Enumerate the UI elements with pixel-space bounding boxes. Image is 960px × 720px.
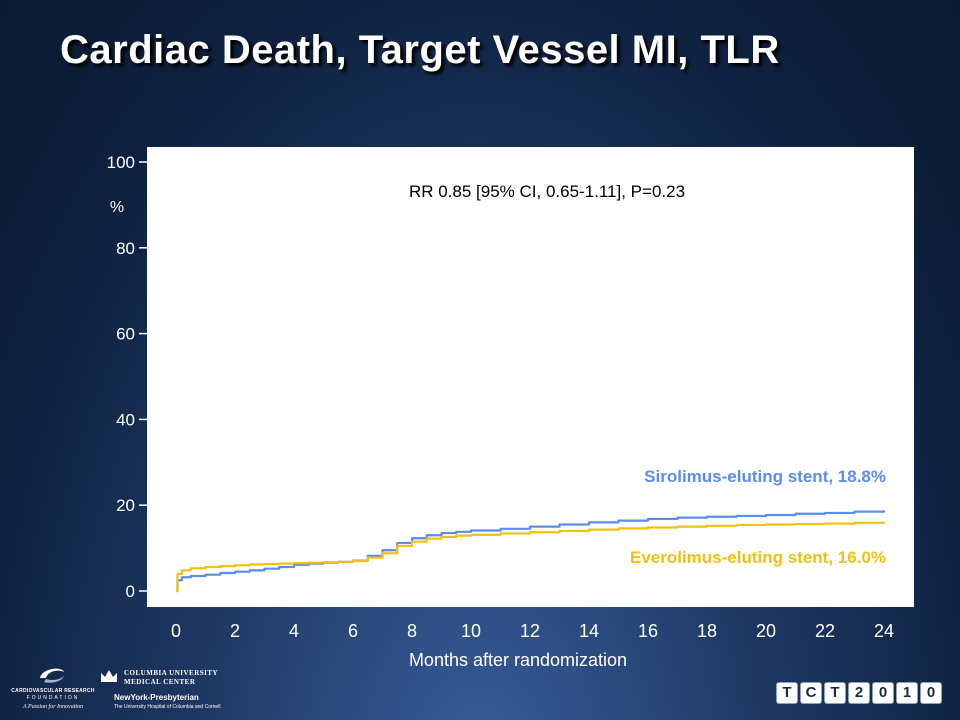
x-tick-label: 12 [520, 621, 540, 641]
tct-logo-letter: C [800, 682, 822, 704]
crf-logo-text-2: FOUNDATION [26, 695, 80, 701]
y-tick-label: 40 [116, 410, 135, 429]
crf-logo-text: CARDIOVASCULAR RESEARCH [11, 688, 95, 694]
columbia-logo-text: COLUMBIA UNIVERSITY [124, 669, 219, 677]
x-axis: 0 2 4 6 8 10 12 14 16 18 20 22 24 [171, 621, 894, 641]
series-label-sirolimus: Sirolimus-eluting stent, 18.8% [644, 467, 886, 486]
y-tick-label: 20 [116, 496, 135, 515]
tct-logo-letter: 0 [920, 682, 942, 704]
tct-logo-letter: 1 [896, 682, 918, 704]
footer-logos: CARDIOVASCULAR RESEARCH FOUNDATION A Pas… [0, 660, 960, 720]
x-tick-label: 14 [579, 621, 599, 641]
x-tick-label: 18 [697, 621, 717, 641]
tct-logo-letter: T [824, 682, 846, 704]
x-tick-label: 10 [461, 621, 481, 641]
tct2010-logo: T C T 2 0 1 0 [776, 682, 942, 704]
x-tick-label: 20 [756, 621, 776, 641]
crown-icon [101, 670, 117, 682]
crf-swirl-icon [40, 668, 64, 683]
x-tick-label: 8 [407, 621, 417, 641]
x-axis-label: Months after randomization [409, 650, 627, 670]
nyp-logo-text: NewYork-Presbyterian [114, 693, 199, 702]
y-tick-label: 80 [116, 239, 135, 258]
columbia-logo-text-2: MEDICAL CENTER [124, 678, 196, 686]
y-tick-label: 60 [116, 325, 135, 344]
y-tick-label: 0 [126, 582, 135, 601]
series-layer [176, 510, 886, 593]
y-axis: 0 20 40 60 80 100 [107, 153, 147, 601]
x-tick-label: 0 [171, 621, 181, 641]
ci-annotation: RR 0.85 [95% CI, 0.65-1.11], P=0.23 [409, 182, 685, 201]
x-tick-label: 2 [230, 621, 240, 641]
tct-logo-letter: T [776, 682, 798, 704]
tct-logo-letter: 0 [872, 682, 894, 704]
crf-logo-tagline: A Passion for Innovation [22, 704, 84, 710]
x-tick-label: 4 [289, 621, 299, 641]
x-tick-label: 6 [348, 621, 358, 641]
y-axis-label: % [110, 199, 124, 216]
x-tick-label: 22 [815, 621, 835, 641]
x-tick-label: 16 [638, 621, 658, 641]
tct-logo-letter: 2 [848, 682, 870, 704]
page-title: Cardiac Death, Target Vessel MI, TLR [60, 28, 780, 72]
plot-area [147, 147, 914, 607]
series-line-everolimus [176, 521, 886, 593]
x-tick-label: 24 [874, 621, 894, 641]
series-line-sirolimus [176, 510, 886, 593]
columbia-nyp-logo: COLUMBIA UNIVERSITY MEDICAL CENTER NewYo… [100, 666, 240, 716]
y-tick-label: 100 [107, 153, 135, 172]
crf-logo: CARDIOVASCULAR RESEARCH FOUNDATION A Pas… [8, 664, 94, 716]
series-label-everolimus: Everolimus-eluting stent, 16.0% [630, 548, 886, 567]
nyp-logo-subtext: The University Hospital of Columbia and … [114, 704, 221, 710]
